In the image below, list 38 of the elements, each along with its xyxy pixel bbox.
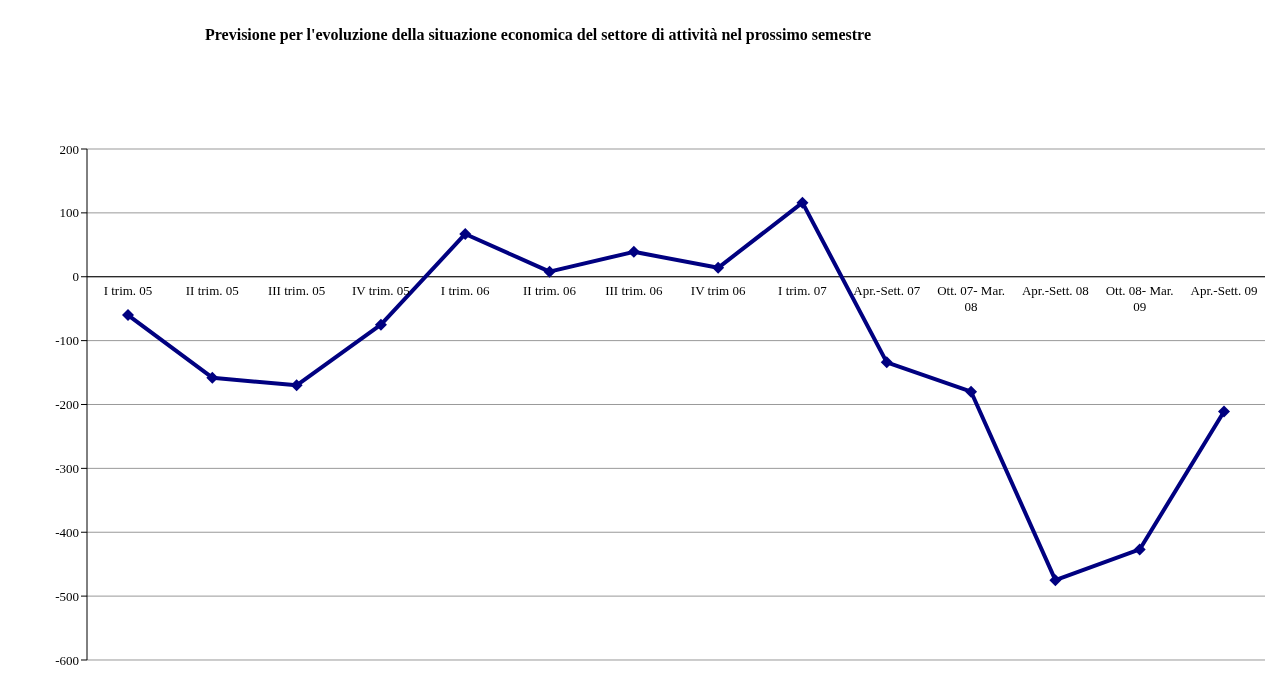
x-tick-label: I trim. 05 — [103, 282, 153, 298]
point — [712, 261, 725, 274]
point — [122, 309, 134, 322]
x-tick-label: I trim. 06 — [440, 282, 491, 298]
point — [543, 265, 556, 278]
point — [627, 245, 640, 258]
point — [290, 379, 303, 392]
x-tick-label: II trim. 05 — [185, 282, 239, 298]
y-tick-label: -600 — [55, 652, 79, 668]
x-tick-label: Apr.-Sett. 08 — [1021, 282, 1089, 298]
point — [459, 227, 472, 240]
y-tick-label: -300 — [55, 460, 79, 476]
x-tick-label: Apr.-Sett. 07 — [853, 282, 921, 298]
point — [796, 196, 809, 209]
point — [1133, 543, 1146, 556]
point — [1218, 405, 1230, 418]
y-tick-label: -200 — [55, 397, 79, 413]
y-tick-label: 0 — [72, 269, 79, 285]
x-tick-label: Ott. 08- Mar. 09 — [1105, 282, 1174, 314]
x-tick-label: III trim. 06 — [605, 282, 664, 298]
x-tick-label: IV trim 06 — [690, 282, 746, 298]
x-tick-label: Apr.-Sett. 09 — [1190, 282, 1258, 298]
x-tick-label: IV trim. 05 — [351, 282, 410, 298]
point — [206, 371, 219, 384]
point — [1049, 574, 1062, 587]
y-tick-label: -400 — [55, 524, 79, 540]
y-tick-label: -100 — [55, 333, 79, 349]
point — [374, 318, 387, 331]
chart-title: Previsione per l'evoluzione della situazione economica del settore di attività nel prossimo semestre — [204, 25, 872, 46]
point — [880, 356, 893, 369]
y-tick-label: -500 — [55, 588, 79, 604]
x-tick-label: I trim. 07 — [778, 282, 828, 298]
x-tick-label: Ott. 07- Mar. 08 — [937, 282, 1006, 314]
y-tick-label: 200 — [59, 141, 79, 157]
x-tick-label: II trim. 06 — [523, 282, 577, 298]
point — [965, 385, 978, 398]
x-tick-label: III trim. 05 — [267, 282, 326, 298]
y-tick-label: 100 — [59, 205, 79, 221]
